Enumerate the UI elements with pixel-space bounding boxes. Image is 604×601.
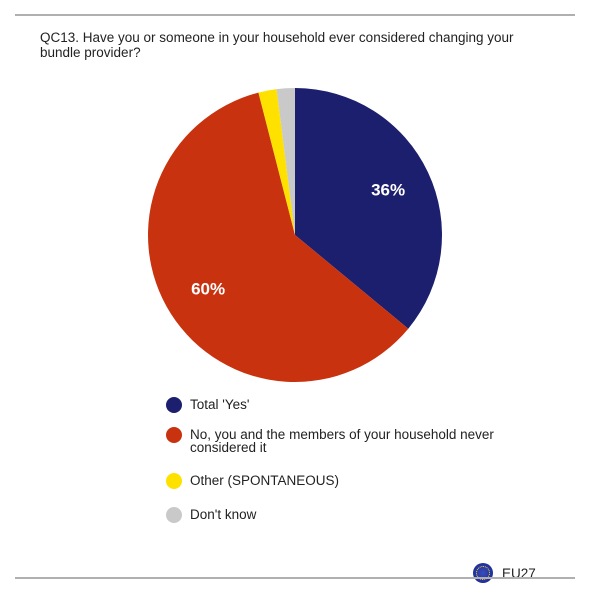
top-rule: [15, 14, 575, 16]
legend-swatch: [166, 397, 182, 413]
pie-slice: [295, 88, 442, 329]
legend-label: No, you and the members of your househol…: [190, 427, 494, 455]
chart-title: QC13. Have you or someone in your househ…: [40, 30, 514, 60]
legend-swatch: [166, 427, 182, 443]
legend-label: Total 'Yes': [190, 397, 250, 412]
legend-item: Other (SPONTANEOUS): [166, 473, 526, 489]
legend-label: Other (SPONTANEOUS): [190, 473, 340, 488]
legend-item: Don't know: [166, 507, 526, 523]
bottom-rule: [15, 577, 575, 579]
legend-item: Total 'Yes': [166, 397, 526, 413]
value-label: 36%: [371, 181, 405, 200]
legend-item: No, you and the members of your househol…: [166, 427, 526, 455]
value-label: 60%: [191, 280, 225, 299]
legend-swatch: [166, 473, 182, 489]
legend-swatch: [166, 507, 182, 523]
pie-slice: [276, 88, 295, 235]
region-label: EU27: [502, 565, 536, 581]
legend-label: Don't know: [190, 507, 257, 522]
pie-slice: [147, 92, 409, 382]
eu-flag: [473, 563, 493, 583]
pie-slice: [258, 89, 295, 235]
region-badge: EU27: [473, 563, 536, 583]
